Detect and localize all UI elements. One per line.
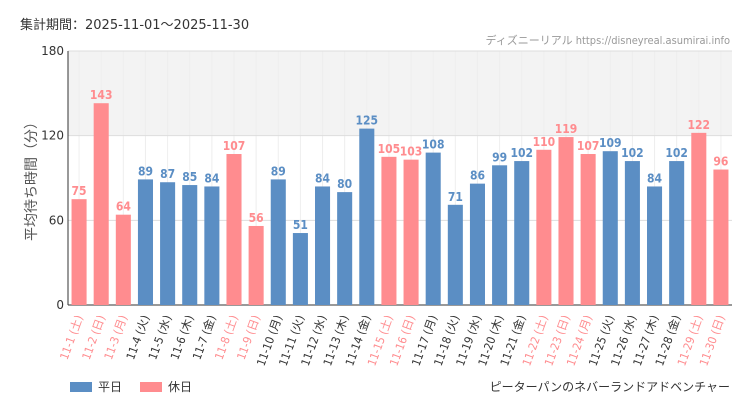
data-label: 51 — [293, 218, 308, 232]
data-label: 75 — [72, 184, 87, 198]
y-tick-label: 120 — [41, 129, 64, 143]
data-label: 99 — [492, 150, 507, 164]
legend-item-weekday[interactable]: 平日 — [70, 378, 122, 395]
bar-14 — [359, 128, 375, 305]
bar-8 — [226, 154, 242, 305]
bar-18 — [447, 204, 463, 305]
bar-4 — [137, 179, 153, 305]
bar-26 — [624, 161, 640, 305]
data-label: 64 — [116, 200, 132, 214]
data-label: 109 — [599, 136, 622, 150]
bar-9 — [248, 225, 264, 305]
data-label: 122 — [688, 118, 711, 132]
legend-swatch-holiday — [140, 381, 163, 392]
data-label: 96 — [713, 155, 728, 169]
bar-25 — [602, 151, 618, 305]
data-label: 86 — [470, 169, 485, 183]
bar-5 — [160, 182, 176, 305]
bar-20 — [492, 165, 508, 305]
bar-16 — [403, 159, 419, 305]
bar-22 — [536, 149, 552, 305]
data-label: 89 — [271, 164, 286, 178]
legend-item-holiday[interactable]: 休日 — [140, 378, 192, 395]
bar-21 — [514, 161, 530, 305]
bar-2 — [93, 103, 109, 305]
data-label: 89 — [138, 164, 153, 178]
data-label: 102 — [510, 146, 533, 160]
legend-label-holiday: 休日 — [168, 380, 193, 394]
data-label: 87 — [160, 167, 175, 181]
y-tick-label: 60 — [49, 213, 64, 227]
data-label: 108 — [422, 138, 445, 152]
chart-legend: 平日 休日 — [70, 378, 192, 395]
data-label: 84 — [647, 171, 663, 185]
bar-3 — [115, 214, 131, 305]
bar-7 — [204, 186, 220, 305]
band-high-wait — [68, 51, 732, 136]
data-label: 102 — [665, 146, 688, 160]
data-label: 85 — [182, 170, 197, 184]
data-label: 56 — [249, 211, 264, 225]
y-tick-label: 0 — [56, 298, 64, 312]
bar-12 — [315, 186, 331, 305]
attraction-name: ピーターパンのネバーランドアドベンチャー — [489, 380, 730, 394]
bar-11 — [292, 233, 308, 305]
data-label: 84 — [204, 171, 220, 185]
bar-27 — [647, 186, 663, 305]
bar-1 — [71, 199, 87, 305]
data-label: 71 — [448, 190, 463, 204]
data-label: 107 — [223, 139, 246, 153]
data-label: 125 — [356, 114, 379, 128]
legend-label-weekday: 平日 — [98, 380, 123, 394]
data-label: 110 — [533, 135, 556, 149]
bar-17 — [425, 152, 441, 305]
bar-19 — [469, 183, 485, 305]
bar-10 — [270, 179, 286, 305]
bar-24 — [580, 154, 596, 305]
collection-period: 集計期間：2025-11-01〜2025-11-30 — [20, 18, 250, 33]
data-label: 143 — [90, 88, 113, 102]
bar-6 — [182, 185, 198, 305]
bar-28 — [669, 161, 685, 305]
data-label: 102 — [621, 146, 644, 160]
data-label: 105 — [378, 142, 401, 156]
bar-30 — [713, 169, 729, 305]
y-tick-label: 180 — [41, 44, 64, 58]
data-label: 103 — [400, 145, 423, 159]
legend-swatch-weekday — [70, 381, 92, 392]
bar-23 — [558, 137, 574, 305]
bar-13 — [337, 192, 353, 305]
y-axis-label: 平均待ち時間（分） — [24, 115, 40, 241]
data-label: 107 — [577, 139, 600, 153]
data-label: 84 — [315, 171, 331, 185]
data-label: 80 — [337, 177, 352, 191]
bar-29 — [691, 132, 707, 305]
bar-15 — [381, 156, 397, 305]
data-label: 119 — [555, 122, 578, 136]
source-credit[interactable]: ディズニーリアル https://disneyreal.asumirai.inf… — [485, 34, 730, 47]
